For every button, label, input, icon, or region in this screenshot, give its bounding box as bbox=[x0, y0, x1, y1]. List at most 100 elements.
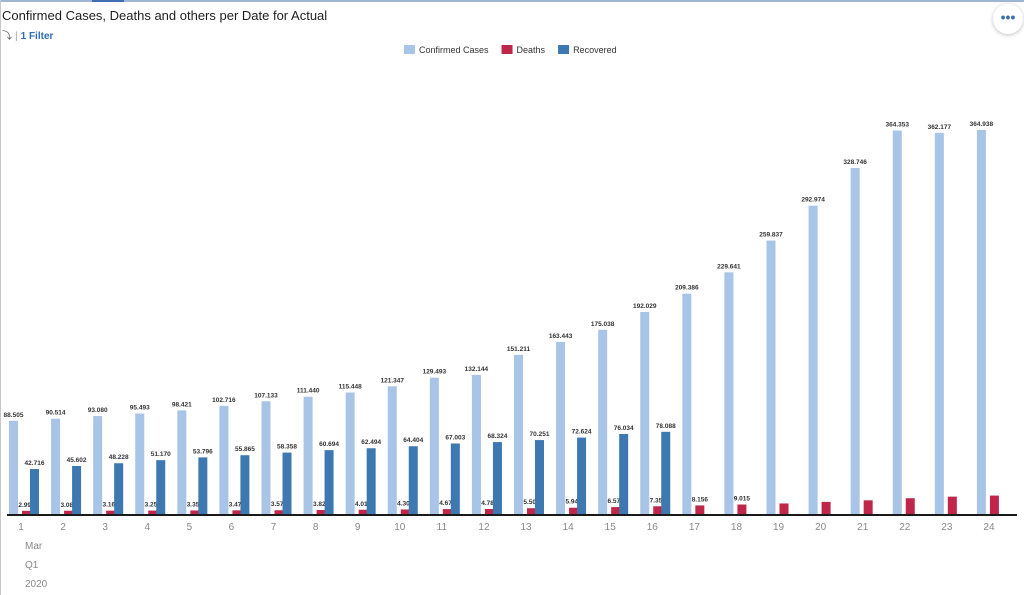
bar-confirmed-10 bbox=[387, 386, 397, 514]
data-label-deaths-6: 3.472 bbox=[229, 501, 246, 508]
data-label-confirmed-5: 98.421 bbox=[172, 401, 192, 408]
data-label-recovered-2: 45.602 bbox=[67, 457, 87, 464]
data-label-deaths-10: 4.305 bbox=[397, 500, 414, 507]
x-tick-label-12: 12 bbox=[478, 522, 490, 533]
x-tick-label-14: 14 bbox=[563, 522, 575, 533]
filter-label: 1 Filter bbox=[20, 31, 54, 42]
bar-recovered-15 bbox=[619, 433, 629, 514]
data-label-confirmed-22: 364.353 bbox=[886, 122, 910, 129]
bar-recovered-16 bbox=[661, 431, 671, 514]
data-label-confirmed-14: 163.443 bbox=[549, 333, 573, 340]
legend-label-0: Confirmed Cases bbox=[419, 45, 489, 55]
bar-deaths-18 bbox=[737, 504, 747, 514]
filter-link[interactable]: ⤵ | 1 Filter bbox=[2, 27, 53, 42]
data-label-confirmed-17: 209.386 bbox=[675, 285, 699, 292]
more-options-button[interactable]: ••• bbox=[993, 4, 1023, 34]
data-label-confirmed-19: 259.837 bbox=[759, 232, 783, 239]
bar-confirmed-9 bbox=[345, 392, 355, 514]
top-border bbox=[0, 0, 1024, 2]
x-tick-label-19: 19 bbox=[773, 522, 785, 533]
data-label-deaths-8: 3.827 bbox=[313, 501, 330, 508]
bar-deaths-6 bbox=[232, 510, 242, 514]
data-label-confirmed-1: 88.505 bbox=[4, 412, 24, 419]
data-label-recovered-14: 72.624 bbox=[572, 429, 592, 436]
data-label-recovered-4: 51.170 bbox=[151, 451, 171, 458]
bar-recovered-13 bbox=[535, 440, 544, 514]
bar-recovered-10 bbox=[408, 446, 418, 514]
bar-confirmed-1 bbox=[9, 420, 18, 514]
bar-deaths-10 bbox=[400, 509, 410, 514]
data-label-deaths-7: 3.572 bbox=[271, 501, 288, 508]
left-border bbox=[0, 0, 1, 595]
data-label-deaths-12: 4.781 bbox=[481, 500, 498, 507]
bar-deaths-14 bbox=[569, 507, 579, 514]
bar-confirmed-23 bbox=[934, 132, 944, 515]
data-label-deaths-3: 3.164 bbox=[103, 502, 120, 509]
chart-title: Confirmed Cases, Deaths and others per D… bbox=[2, 8, 328, 23]
bar-recovered-4 bbox=[156, 460, 166, 514]
bar-deaths-15 bbox=[611, 507, 621, 514]
data-label-confirmed-13: 151.211 bbox=[507, 346, 531, 353]
legend-swatch-0 bbox=[404, 45, 415, 54]
bar-deaths-17 bbox=[695, 505, 705, 514]
x-hierarchy-label-0: Mar bbox=[25, 541, 43, 552]
bar-recovered-14 bbox=[577, 437, 587, 514]
data-label-confirmed-21: 328.746 bbox=[843, 159, 867, 166]
x-tick-label-6: 6 bbox=[229, 522, 235, 533]
bar-confirmed-12 bbox=[471, 374, 481, 514]
data-label-recovered-7: 58.358 bbox=[277, 444, 297, 451]
data-label-recovered-12: 68.324 bbox=[487, 433, 507, 440]
data-label-confirmed-7: 107.133 bbox=[254, 392, 278, 399]
data-label-confirmed-18: 229.641 bbox=[717, 263, 741, 270]
data-label-deaths-4: 3.258 bbox=[145, 502, 162, 509]
data-label-confirmed-20: 292.974 bbox=[801, 197, 825, 204]
data-label-recovered-9: 62.494 bbox=[361, 439, 381, 446]
bar-recovered-12 bbox=[492, 442, 502, 514]
data-label-confirmed-23: 362.177 bbox=[928, 124, 952, 131]
data-label-deaths-18: 9.015 bbox=[734, 496, 751, 503]
x-tick-label-15: 15 bbox=[605, 522, 617, 533]
filter-icon: ⤵ bbox=[2, 31, 12, 42]
data-label-confirmed-3: 93.080 bbox=[88, 407, 108, 414]
filter-separator: | bbox=[15, 31, 18, 42]
data-label-recovered-11: 67.003 bbox=[445, 434, 465, 441]
data-label-deaths-1: 2.998 bbox=[18, 502, 35, 509]
data-label-confirmed-16: 192.029 bbox=[633, 303, 657, 310]
data-label-confirmed-8: 111.440 bbox=[297, 388, 320, 395]
data-label-deaths-9: 4.014 bbox=[355, 501, 372, 508]
bar-recovered-11 bbox=[450, 443, 460, 514]
bar-confirmed-17 bbox=[682, 293, 692, 514]
bar-recovered-9 bbox=[366, 448, 376, 514]
bar-confirmed-8 bbox=[303, 396, 313, 514]
legend-label-1: Deaths bbox=[517, 45, 546, 55]
bar-confirmed-20 bbox=[808, 205, 818, 514]
data-label-recovered-16: 78.088 bbox=[656, 423, 676, 430]
data-label-confirmed-9: 115.448 bbox=[339, 384, 363, 391]
legend-swatch-1 bbox=[501, 45, 513, 54]
x-tick-label-4: 4 bbox=[145, 522, 151, 533]
x-tick-label-9: 9 bbox=[355, 522, 361, 533]
x-tick-label-18: 18 bbox=[731, 522, 743, 533]
data-label-confirmed-15: 175.038 bbox=[591, 321, 615, 328]
data-label-recovered-3: 48.228 bbox=[109, 454, 129, 461]
x-tick-label-21: 21 bbox=[857, 522, 869, 533]
data-label-deaths-15: 6.574 bbox=[608, 498, 625, 505]
bar-deaths-8 bbox=[316, 509, 326, 514]
bar-deaths-9 bbox=[358, 509, 368, 514]
bar-confirmed-22 bbox=[892, 130, 902, 515]
bar-deaths-22 bbox=[905, 498, 915, 514]
x-hierarchy-label-1: Q1 bbox=[25, 560, 39, 571]
bar-confirmed-19 bbox=[766, 240, 776, 514]
legend-label-2: Recovered bbox=[573, 45, 617, 55]
bar-recovered-8 bbox=[324, 450, 334, 514]
data-label-recovered-13: 70.251 bbox=[530, 431, 550, 438]
data-label-deaths-5: 3.355 bbox=[187, 501, 204, 508]
data-label-recovered-5: 53.796 bbox=[193, 448, 213, 455]
bar-deaths-24 bbox=[989, 495, 999, 514]
bar-confirmed-5 bbox=[177, 410, 187, 514]
data-label-confirmed-10: 121.347 bbox=[381, 377, 405, 384]
x-tick-label-2: 2 bbox=[60, 522, 66, 533]
bar-confirmed-14 bbox=[556, 341, 566, 514]
bar-deaths-23 bbox=[947, 496, 957, 514]
